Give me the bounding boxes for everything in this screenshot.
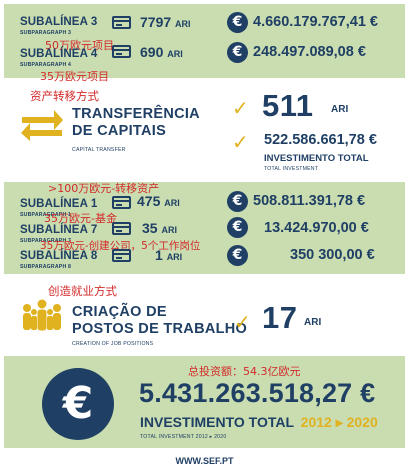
check-icon: ✓ bbox=[234, 310, 251, 334]
total-label-row: INVESTIMENTO TOTAL 2012 ▸ 2020 bbox=[140, 414, 378, 431]
subparagraph-8-count: 1 ARI bbox=[155, 247, 183, 263]
check-icon: ✓ bbox=[232, 130, 249, 154]
subparagraph-mid-section bbox=[4, 182, 405, 274]
subparagraph-3-amount: 4.660.179.767,41 € bbox=[253, 14, 378, 30]
transfer-amount: 522.586.661,78 € bbox=[264, 132, 377, 148]
card-icon bbox=[112, 16, 131, 29]
card-icon bbox=[112, 249, 131, 262]
note-500k: 50万欧元项目 bbox=[45, 39, 114, 52]
euro-icon: € bbox=[227, 191, 248, 212]
note-company: 35万欧元-创建公司，5个工作岗位 bbox=[40, 240, 201, 252]
subparagraph-4-en: SUBPARAGRAPH 4 bbox=[20, 62, 72, 68]
subparagraph-8-en: SUBPARAGRAPH 8 bbox=[20, 264, 72, 270]
people-icon bbox=[18, 298, 66, 332]
subparagraph-4-count: 690 ARI bbox=[140, 44, 183, 60]
note-total: 总投资额：54.3亿欧元 bbox=[188, 365, 301, 378]
subparagraph-8-amount: 350 300,00 € bbox=[290, 247, 375, 263]
subparagraph-8-title: SUBALÍNEA 8 bbox=[20, 250, 98, 262]
subparagraph-7-en: SUBPARAGRAPH 7 bbox=[20, 238, 72, 244]
subparagraph-7-amount: 13.424.970,00 € bbox=[264, 220, 369, 236]
total-label: INVESTIMENTO TOTAL bbox=[140, 414, 294, 430]
subparagraph-4-title: SUBALÍNEA 4 bbox=[20, 48, 98, 60]
jobs-title: CRIAÇÃO DE POSTOS DE TRABALHO bbox=[72, 304, 248, 337]
transfer-count: 511 bbox=[262, 88, 314, 123]
euro-coin-large-icon: € bbox=[42, 368, 114, 440]
subparagraph-top-section bbox=[4, 4, 405, 78]
subparagraph-7-title: SUBALÍNEA 7 bbox=[20, 224, 98, 236]
euro-icon: € bbox=[227, 245, 248, 266]
subparagraph-3-en: SUBPARAGRAPH 3 bbox=[20, 30, 72, 36]
total-en: TOTAL INVESTMENT 2012 ▸ 2020 bbox=[140, 434, 227, 440]
subparagraph-3-title: SUBALÍNEA 3 bbox=[20, 16, 98, 28]
transfer-arrows-icon bbox=[20, 108, 64, 142]
card-icon bbox=[112, 45, 131, 58]
note-asset-transfer: 资产转移方式 bbox=[30, 89, 99, 103]
subparagraph-1-en: SUBPARAGRAPH 1 bbox=[20, 212, 72, 218]
check-icon: ✓ bbox=[232, 96, 249, 120]
subparagraph-1-amount: 508.811.391,78 € bbox=[253, 193, 366, 209]
subparagraph-1-count: 475 ARI bbox=[137, 193, 180, 209]
jobs-en: CREATION OF JOB POSITIONS bbox=[72, 341, 154, 347]
note-fund: 35万欧元-基金 bbox=[44, 212, 117, 225]
transfer-en: CAPITAL TRANSFER bbox=[72, 147, 126, 153]
subparagraph-1-title: SUBALÍNEA 1 bbox=[20, 198, 98, 210]
euro-icon: € bbox=[227, 217, 248, 238]
card-icon bbox=[112, 222, 131, 235]
transfer-title: TRANSFERÊNCIA DE CAPITAIS bbox=[72, 106, 200, 139]
note-1m: >100万欧元-转移资产 bbox=[48, 182, 160, 195]
transfer-count-unit: ARI bbox=[331, 104, 349, 115]
subparagraph-4-amount: 248.497.089,08 € bbox=[253, 44, 366, 60]
card-icon bbox=[112, 196, 131, 209]
footer-url[interactable]: WWW.SEF.PT bbox=[175, 456, 234, 466]
subparagraph-3-count: 7797 ARI bbox=[140, 14, 191, 30]
euro-icon: € bbox=[227, 12, 248, 33]
transfer-invest-label: INVESTIMENTO TOTAL bbox=[264, 153, 369, 164]
total-amount: 5.431.263.518,27 € bbox=[139, 378, 376, 408]
jobs-count-unit: ARI bbox=[304, 317, 322, 328]
note-job-creation: 创造就业方式 bbox=[48, 284, 117, 298]
total-years: 2012 ▸ 2020 bbox=[300, 414, 378, 430]
transfer-invest-en: TOTAL INVESTMENT bbox=[264, 166, 319, 172]
subparagraph-7-count: 35 ARI bbox=[142, 220, 177, 236]
note-350k: 35万欧元项目 bbox=[40, 70, 109, 83]
euro-icon: € bbox=[227, 42, 248, 63]
jobs-count: 17 bbox=[262, 300, 298, 335]
